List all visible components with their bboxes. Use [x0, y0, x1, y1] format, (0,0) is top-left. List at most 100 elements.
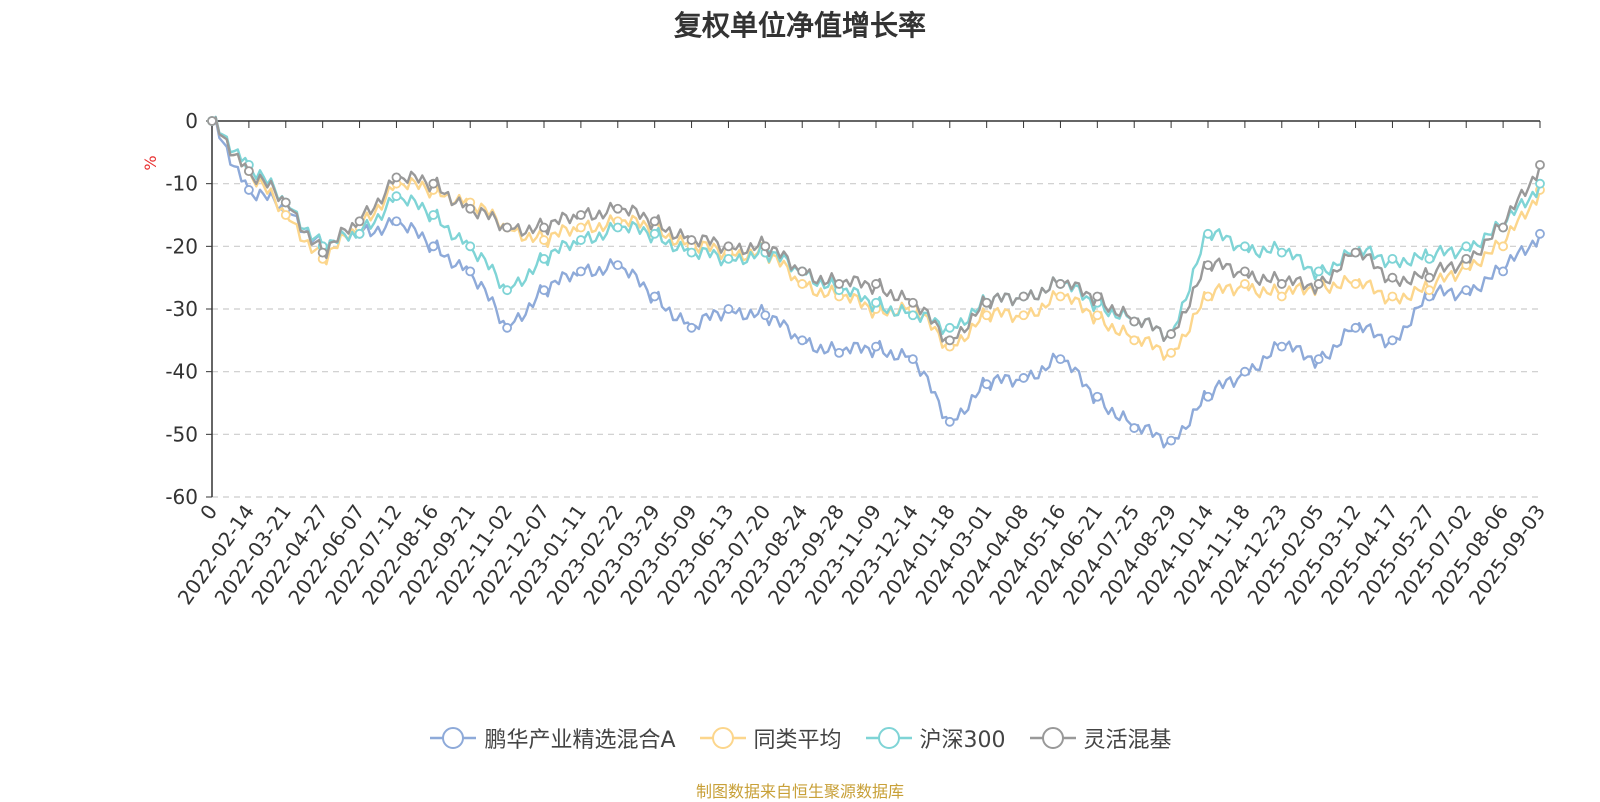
- data-point[interactable]: [575, 222, 586, 233]
- data-point[interactable]: [1203, 291, 1213, 302]
- data-point[interactable]: [539, 235, 549, 245]
- data-point[interactable]: [981, 379, 992, 390]
- data-point[interactable]: [760, 241, 771, 252]
- data-point[interactable]: [1276, 247, 1287, 258]
- data-point[interactable]: [797, 279, 808, 289]
- data-point[interactable]: [575, 266, 586, 277]
- data-point[interactable]: [1276, 291, 1287, 302]
- data-point[interactable]: [1092, 310, 1103, 321]
- data-point[interactable]: [686, 235, 697, 245]
- data-point[interactable]: [428, 241, 439, 252]
- data-point[interactable]: [723, 304, 734, 314]
- data-point[interactable]: [1387, 253, 1398, 264]
- data-point[interactable]: [944, 335, 955, 346]
- data-point[interactable]: [612, 260, 623, 271]
- data-point[interactable]: [1350, 279, 1361, 289]
- data-point[interactable]: [1498, 266, 1509, 277]
- data-point[interactable]: [502, 322, 513, 333]
- data-point[interactable]: [1498, 222, 1509, 233]
- data-point[interactable]: [686, 322, 697, 333]
- data-point[interactable]: [649, 228, 660, 239]
- data-point[interactable]: [1387, 291, 1398, 302]
- data-point[interactable]: [944, 322, 955, 333]
- data-point[interactable]: [907, 354, 918, 365]
- data-point[interactable]: [428, 210, 439, 220]
- data-point[interactable]: [1055, 354, 1066, 365]
- data-point[interactable]: [465, 241, 476, 252]
- data-point[interactable]: [539, 285, 549, 296]
- data-point[interactable]: [465, 203, 476, 214]
- data-point[interactable]: [391, 191, 402, 202]
- data-point[interactable]: [1129, 423, 1140, 433]
- data-point[interactable]: [1387, 272, 1398, 283]
- data-point[interactable]: [612, 203, 623, 214]
- data-point[interactable]: [1203, 391, 1213, 402]
- data-point[interactable]: [981, 310, 992, 321]
- data-point[interactable]: [243, 185, 254, 195]
- data-point[interactable]: [391, 216, 402, 227]
- data-point[interactable]: [1092, 391, 1103, 402]
- data-point[interactable]: [1350, 322, 1361, 333]
- data-point[interactable]: [280, 197, 291, 208]
- data-point[interactable]: [907, 297, 918, 308]
- data-point[interactable]: [649, 216, 660, 227]
- data-point[interactable]: [317, 247, 328, 258]
- data-point[interactable]: [1203, 228, 1213, 239]
- data-point[interactable]: [1055, 291, 1066, 302]
- data-point[interactable]: [1276, 341, 1287, 352]
- data-point[interactable]: [1239, 241, 1250, 252]
- data-point[interactable]: [1018, 310, 1029, 321]
- data-point[interactable]: [1239, 279, 1250, 289]
- data-point[interactable]: [1092, 291, 1103, 302]
- data-point[interactable]: [354, 216, 365, 227]
- data-point[interactable]: [1350, 247, 1361, 258]
- data-point[interactable]: [1424, 253, 1435, 264]
- legend-item[interactable]: 鹏华产业精选混合A: [428, 722, 676, 754]
- data-point[interactable]: [686, 247, 697, 258]
- data-point[interactable]: [1535, 228, 1545, 239]
- data-point[interactable]: [1313, 354, 1324, 365]
- data-point[interactable]: [723, 253, 734, 264]
- data-point[interactable]: [1166, 329, 1177, 339]
- data-point[interactable]: [1018, 291, 1029, 302]
- legend-item[interactable]: 灵活混基: [1028, 722, 1172, 754]
- data-point[interactable]: [1498, 241, 1509, 252]
- data-point[interactable]: [1129, 316, 1140, 327]
- legend-item[interactable]: 沪深300: [864, 722, 1006, 754]
- data-point[interactable]: [1535, 159, 1545, 170]
- data-point[interactable]: [1461, 241, 1472, 252]
- data-point[interactable]: [871, 341, 881, 352]
- data-point[interactable]: [539, 222, 549, 233]
- data-point[interactable]: [760, 310, 771, 321]
- data-point[interactable]: [944, 416, 955, 427]
- data-point[interactable]: [575, 235, 586, 245]
- data-point[interactable]: [907, 310, 918, 321]
- data-point[interactable]: [465, 266, 476, 277]
- data-point[interactable]: [539, 253, 549, 264]
- data-point[interactable]: [1424, 285, 1435, 296]
- data-point[interactable]: [243, 166, 254, 177]
- data-point[interactable]: [428, 178, 439, 189]
- data-point[interactable]: [1055, 279, 1066, 289]
- data-point[interactable]: [1239, 266, 1250, 277]
- data-point[interactable]: [1276, 279, 1287, 289]
- data-point[interactable]: [871, 279, 881, 289]
- data-point[interactable]: [612, 222, 623, 233]
- data-point[interactable]: [834, 347, 845, 358]
- legend-item[interactable]: 同类平均: [698, 722, 842, 754]
- data-point[interactable]: [1203, 260, 1213, 271]
- data-point[interactable]: [1239, 366, 1250, 377]
- data-point[interactable]: [1313, 266, 1324, 277]
- data-point[interactable]: [354, 228, 365, 239]
- data-point[interactable]: [207, 116, 217, 126]
- data-point[interactable]: [502, 285, 513, 296]
- data-point[interactable]: [575, 210, 586, 220]
- data-point[interactable]: [1387, 335, 1398, 346]
- data-point[interactable]: [1461, 253, 1472, 264]
- data-point[interactable]: [1461, 285, 1472, 296]
- data-point[interactable]: [1129, 335, 1140, 346]
- data-point[interactable]: [723, 241, 734, 252]
- data-point[interactable]: [1166, 347, 1177, 358]
- data-point[interactable]: [1424, 272, 1435, 283]
- data-point[interactable]: [981, 297, 992, 308]
